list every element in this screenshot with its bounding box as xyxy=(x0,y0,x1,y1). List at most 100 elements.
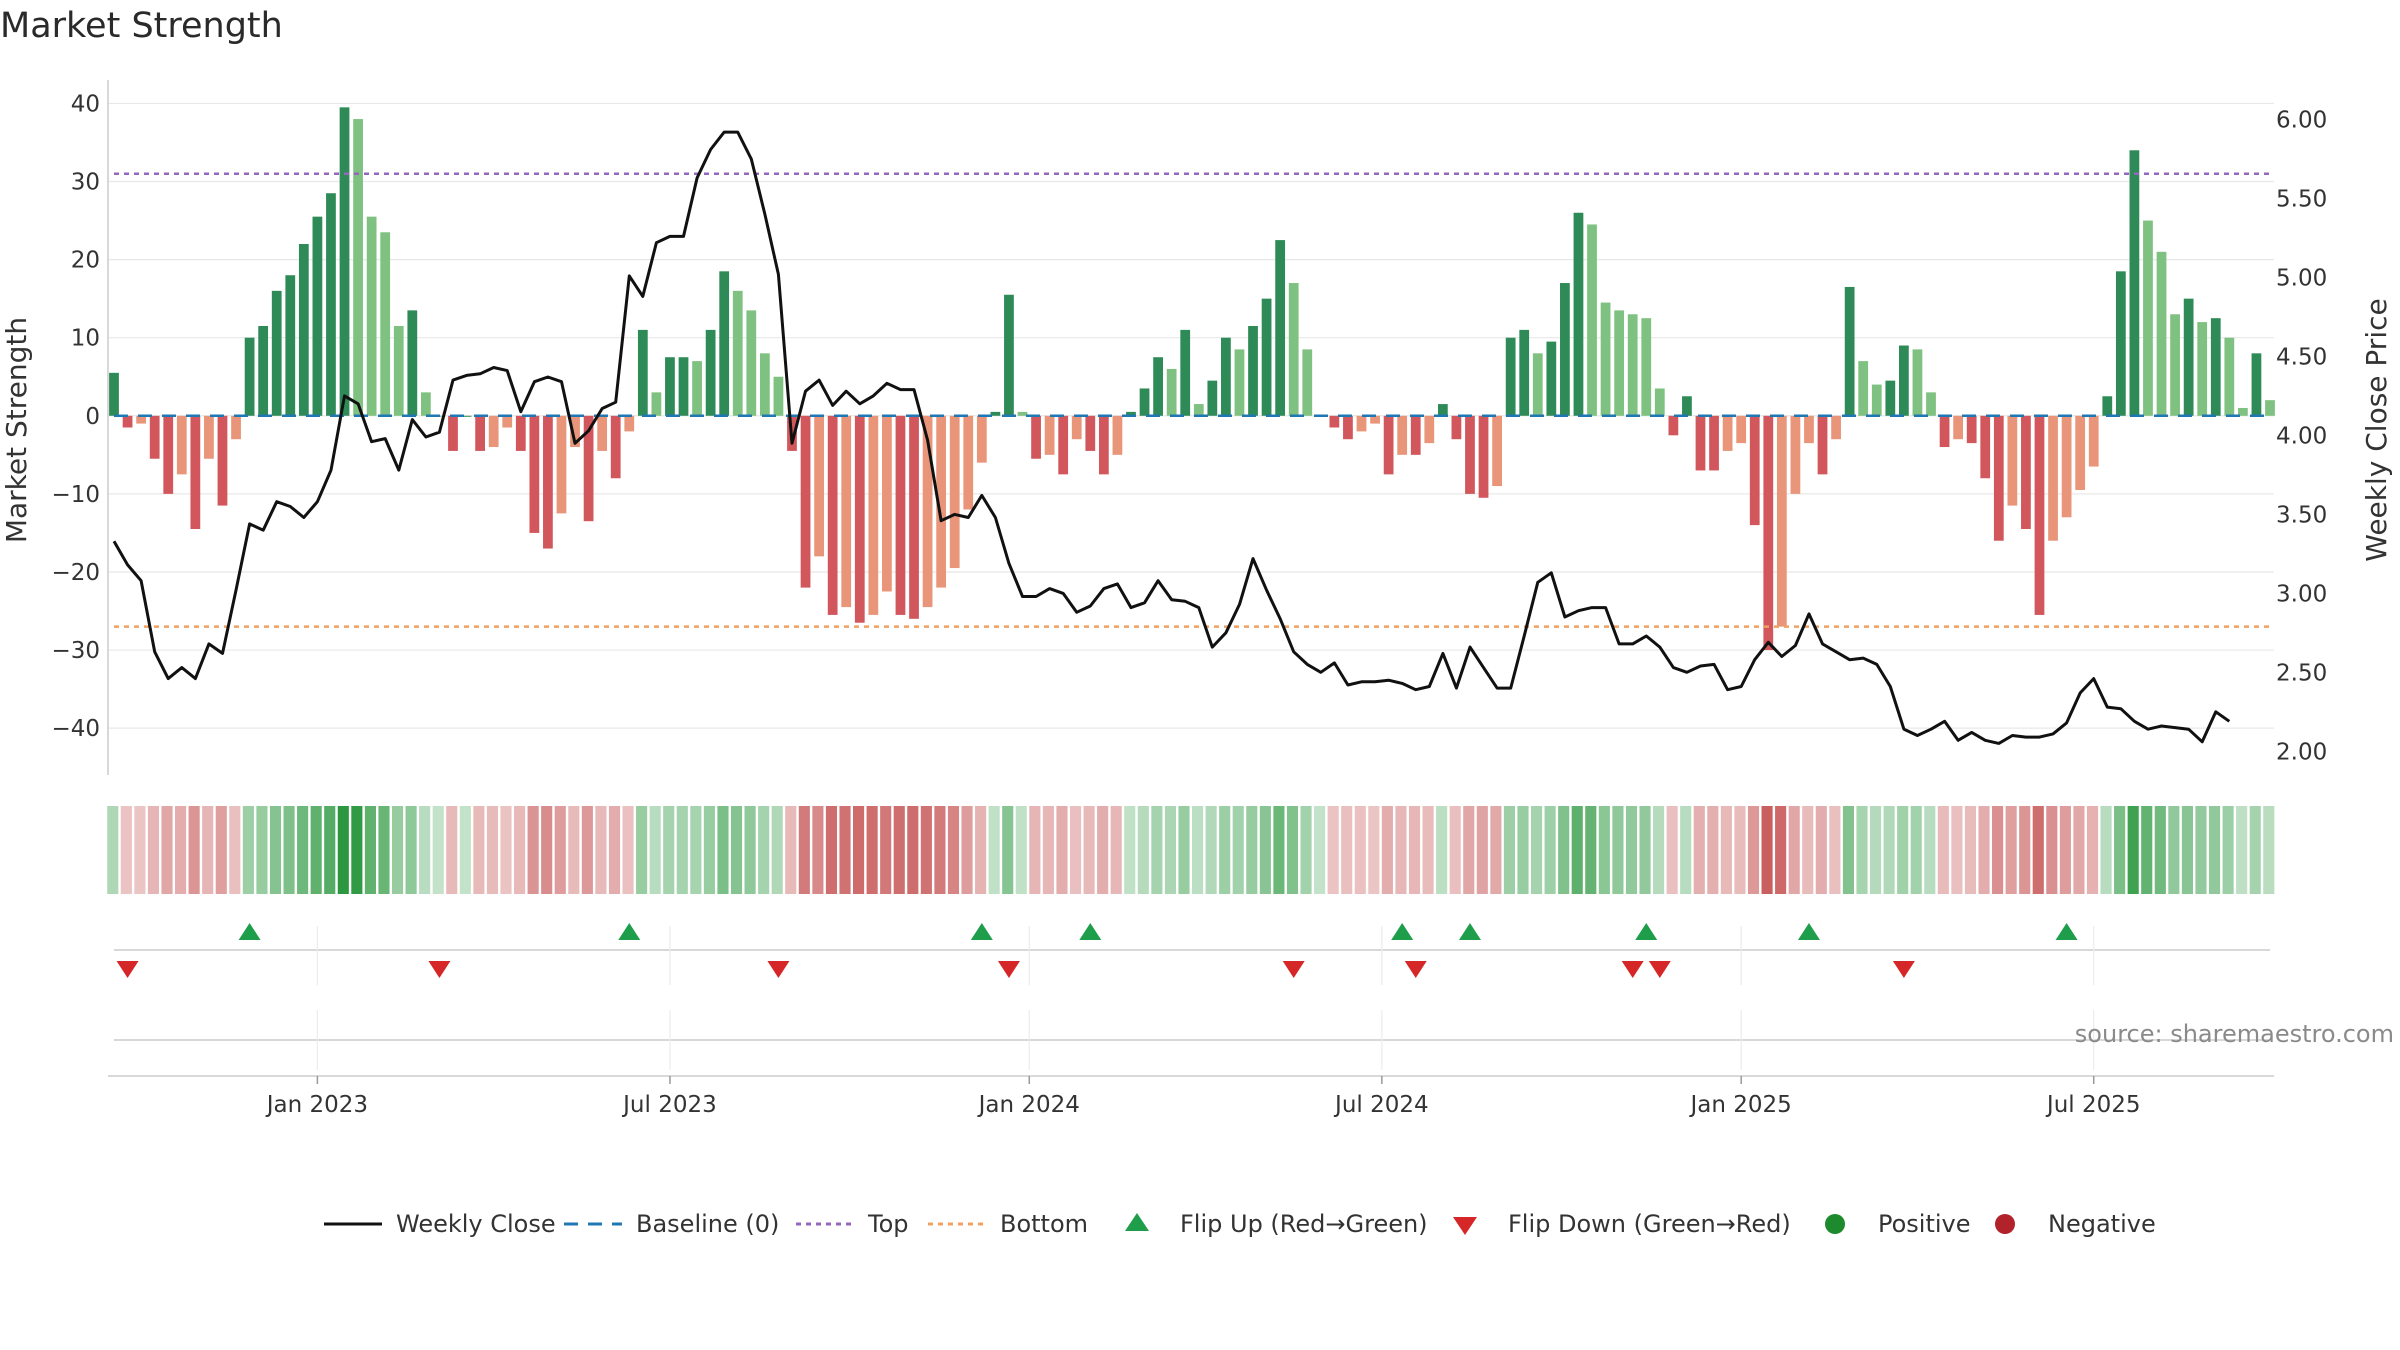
y2-tick-label: 6.00 xyxy=(2276,107,2327,133)
legend-item: Weekly Close xyxy=(324,1210,556,1238)
heat-cell xyxy=(1273,806,1285,894)
flip-up-legend-icon xyxy=(1125,1213,1149,1231)
strength-bar xyxy=(1600,302,1611,416)
heat-cell xyxy=(1775,806,1787,894)
heat-cell xyxy=(1205,806,1217,894)
heat-cell xyxy=(893,806,905,894)
heat-cell xyxy=(473,806,485,894)
strength-bar xyxy=(1749,415,1760,526)
heat-cell xyxy=(1747,806,1760,894)
heat-cell xyxy=(1097,806,1109,894)
heat-cell xyxy=(1192,806,1204,894)
strength-bar xyxy=(1478,415,1489,498)
strength-bar xyxy=(1275,240,1286,416)
heat-cell xyxy=(1463,806,1475,894)
strength-bar xyxy=(1695,415,1706,471)
y2-tick-label: 3.00 xyxy=(2276,581,2327,607)
heat-cell xyxy=(269,806,282,894)
heat-cell xyxy=(1056,806,1068,894)
heat-cell xyxy=(1639,806,1651,894)
strength-bar xyxy=(1844,286,1855,416)
heat-cell xyxy=(1124,806,1136,894)
strength-bar xyxy=(1763,415,1774,651)
legend-label: Positive xyxy=(1878,1210,1971,1238)
heat-cell xyxy=(351,806,363,894)
axes: 40 30 20 10 0 −10 −20 −30 −40 6.00 5.50 5.00 4.50 4.0… xyxy=(51,80,2327,775)
heat-cell xyxy=(2195,806,2207,894)
strength-bar xyxy=(2102,396,2113,416)
heat-cell xyxy=(1503,806,1515,894)
heat-cell xyxy=(2154,806,2166,894)
y2-tick-label: 3.50 xyxy=(2276,502,2327,528)
strength-bar xyxy=(515,415,526,451)
grid-layer xyxy=(108,102,2274,729)
heat-cell xyxy=(608,806,621,894)
x-tick-label: Jan 2023 xyxy=(265,1092,368,1118)
strength-bar xyxy=(1614,310,1625,416)
flip-down-marker xyxy=(1892,961,1915,978)
heat-cell xyxy=(1924,806,1936,894)
heat-cell xyxy=(975,806,987,894)
flip-down-marker xyxy=(1282,961,1305,978)
strength-bar xyxy=(1343,415,1353,440)
strength-bar xyxy=(1437,404,1448,416)
heat-cell xyxy=(934,806,946,894)
strength-bar xyxy=(1261,298,1272,416)
heat-cell xyxy=(1408,806,1421,894)
heat-cell xyxy=(2249,806,2261,894)
heat-cell xyxy=(1883,806,1895,894)
legend-item: Flip Down (Green→Red) xyxy=(1453,1210,1791,1238)
flip-down-marker xyxy=(767,961,790,978)
strength-bar xyxy=(502,415,513,428)
heat-cell xyxy=(175,806,187,894)
strength-bar xyxy=(271,290,282,416)
heat-cell xyxy=(1856,806,1868,894)
strength-bar xyxy=(2170,314,2180,416)
strength-bar xyxy=(773,376,784,416)
heat-cell xyxy=(242,806,254,894)
heat-cell xyxy=(1246,806,1258,894)
strength-bar xyxy=(2224,337,2235,416)
heat-cell xyxy=(527,806,539,894)
heat-cell xyxy=(595,806,607,894)
heat-cell xyxy=(1219,806,1231,894)
strength-bar xyxy=(149,415,160,459)
flip-markers xyxy=(114,923,2270,1041)
strength-bar xyxy=(1085,415,1096,451)
heat-cell xyxy=(636,806,648,894)
strength-bar xyxy=(637,329,648,416)
strength-bar xyxy=(1993,415,2004,541)
heat-cell xyxy=(486,806,499,894)
strength-bar xyxy=(1831,415,1841,440)
strength-bar xyxy=(2183,298,2194,416)
legend-label: Flip Up (Red→Green) xyxy=(1180,1210,1428,1238)
heat-cell xyxy=(1937,806,1949,894)
flip-up-marker xyxy=(1079,923,1102,940)
strength-bar xyxy=(407,310,418,416)
strength-bar xyxy=(1112,415,1123,455)
flip-down-marker xyxy=(428,961,451,978)
strength-bar xyxy=(665,357,675,416)
strength-bar xyxy=(2007,415,2018,506)
heat-cell xyxy=(1802,806,1814,894)
heat-cell xyxy=(1517,806,1529,894)
strength-bar xyxy=(1980,415,1991,479)
flip-up-marker xyxy=(1458,923,1481,940)
strength-bar xyxy=(1098,415,1109,475)
strength-bar xyxy=(759,353,770,416)
strength-bar xyxy=(2115,271,2126,416)
y2-tick-label: 4.50 xyxy=(2276,344,2327,370)
heat-cell xyxy=(283,806,295,894)
strength-bar xyxy=(2210,318,2221,416)
strength-bar xyxy=(1031,415,1041,459)
strength-bar xyxy=(109,372,119,416)
strength-bar xyxy=(204,415,214,459)
heat-cell xyxy=(568,806,580,894)
heat-cell xyxy=(1436,806,1448,894)
strength-bar xyxy=(1451,415,1462,440)
heat-cell xyxy=(297,806,309,894)
legend-circle-icon xyxy=(1825,1214,1845,1234)
strength-bar xyxy=(298,243,309,416)
strength-bar xyxy=(326,193,336,416)
legend-item: Top xyxy=(796,1210,909,1238)
